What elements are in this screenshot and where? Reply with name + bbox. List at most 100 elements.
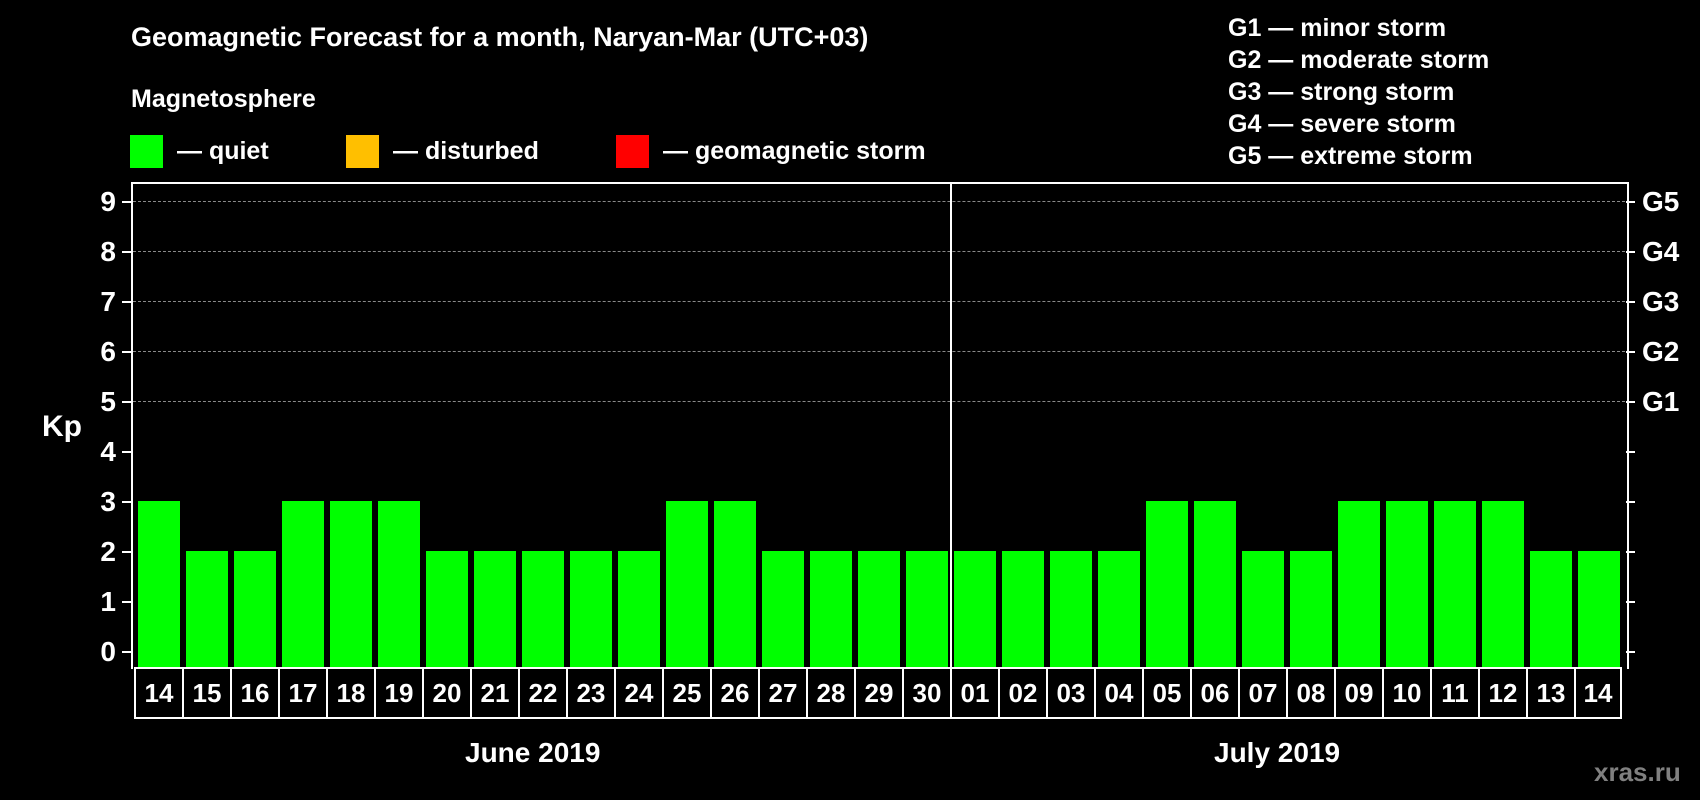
- gridline: [133, 251, 1625, 252]
- gridline: [133, 201, 1625, 202]
- kp-bar: [810, 551, 852, 667]
- date-cell: 14: [136, 669, 184, 717]
- g-level-label: G2: [1642, 336, 1680, 367]
- legend-heading: Magnetosphere: [131, 85, 316, 113]
- legend-quiet-label: — quiet: [177, 137, 269, 165]
- g-level-label: G3: [1642, 286, 1680, 317]
- kp-bar: [426, 551, 468, 667]
- y-tick-label: 8: [100, 236, 116, 267]
- y-tick: [122, 501, 132, 503]
- y-tick-label: 1: [100, 586, 116, 617]
- date-cell: 08: [1288, 669, 1336, 717]
- kp-bar: [234, 551, 276, 667]
- date-cell: 04: [1096, 669, 1144, 717]
- kp-bar: [1002, 551, 1044, 667]
- date-cell: 01: [952, 669, 1000, 717]
- date-cell: 03: [1048, 669, 1096, 717]
- date-cell: 28: [808, 669, 856, 717]
- kp-bar: [1050, 551, 1092, 667]
- kp-bar: [1434, 501, 1476, 667]
- right-tick: [1626, 251, 1635, 253]
- date-cell: 29: [856, 669, 904, 717]
- g3-legend: G3 — strong storm: [1228, 78, 1455, 106]
- date-cell: 12: [1480, 669, 1528, 717]
- kp-bar: [762, 551, 804, 667]
- kp-bar: [1482, 501, 1524, 667]
- y-tick-label: 6: [100, 336, 116, 367]
- right-tick: [1626, 451, 1635, 453]
- date-cell: 10: [1384, 669, 1432, 717]
- quiet-swatch-icon: [130, 135, 163, 168]
- y-tick: [122, 351, 132, 353]
- g5-legend: G5 — extreme storm: [1228, 142, 1473, 170]
- gridline: [133, 301, 1625, 302]
- legend-disturbed: — disturbed: [346, 135, 539, 168]
- kp-bar: [954, 551, 996, 667]
- date-cell: 13: [1528, 669, 1576, 717]
- kp-bar: [1242, 551, 1284, 667]
- y-tick-label: 7: [100, 286, 116, 317]
- y-tick-label: 9: [100, 186, 116, 217]
- plot-frame: [131, 182, 1629, 669]
- y-tick: [122, 601, 132, 603]
- y-tick: [122, 551, 132, 553]
- right-tick: [1626, 601, 1635, 603]
- date-cell: 23: [568, 669, 616, 717]
- right-tick: [1626, 401, 1635, 403]
- g1-legend: G1 — minor storm: [1228, 14, 1447, 42]
- date-cell: 18: [328, 669, 376, 717]
- date-cell: 07: [1240, 669, 1288, 717]
- y-tick: [122, 651, 132, 653]
- disturbed-swatch-icon: [346, 135, 379, 168]
- legend-disturbed-label: — disturbed: [393, 137, 539, 165]
- kp-bar: [858, 551, 900, 667]
- date-cell: 05: [1144, 669, 1192, 717]
- kp-bar: [522, 551, 564, 667]
- legend-quiet: — quiet: [130, 135, 269, 168]
- date-cell: 06: [1192, 669, 1240, 717]
- gridline: [133, 401, 1625, 402]
- kp-bar: [282, 501, 324, 667]
- y-tick: [122, 201, 132, 203]
- y-axis-label: Kp: [42, 410, 82, 443]
- y-tick: [122, 251, 132, 253]
- legend-storm: — geomagnetic storm: [616, 135, 926, 168]
- date-cell: 21: [472, 669, 520, 717]
- kp-bar: [666, 501, 708, 667]
- y-tick-label: 0: [100, 636, 116, 667]
- y-tick-label: 4: [100, 436, 116, 467]
- kp-bar: [714, 501, 756, 667]
- gridline: [133, 351, 1625, 352]
- kp-bar: [618, 551, 660, 667]
- date-cell: 24: [616, 669, 664, 717]
- chart-title: Geomagnetic Forecast for a month, Naryan…: [131, 22, 869, 52]
- kp-bar: [186, 551, 228, 667]
- watermark: xras.ru: [1594, 757, 1681, 787]
- right-tick: [1626, 301, 1635, 303]
- date-cell: 25: [664, 669, 712, 717]
- g-level-label: G1: [1642, 386, 1680, 417]
- legend-storm-label: — geomagnetic storm: [663, 137, 926, 165]
- y-tick-label: 2: [100, 536, 116, 567]
- right-tick: [1626, 351, 1635, 353]
- kp-bar: [1290, 551, 1332, 667]
- g4-legend: G4 — severe storm: [1228, 110, 1456, 138]
- date-cell: 30: [904, 669, 952, 717]
- kp-bar: [474, 551, 516, 667]
- month-divider: [950, 183, 952, 669]
- kp-bar: [1386, 501, 1428, 667]
- date-cell: 20: [424, 669, 472, 717]
- date-cell: 02: [1000, 669, 1048, 717]
- g-level-label: G5: [1642, 186, 1680, 217]
- kp-bar: [906, 551, 948, 667]
- date-cell: 22: [520, 669, 568, 717]
- g2-legend: G2 — moderate storm: [1228, 46, 1490, 74]
- date-cell: 16: [232, 669, 280, 717]
- kp-bar: [1098, 551, 1140, 667]
- y-tick: [122, 301, 132, 303]
- storm-swatch-icon: [616, 135, 649, 168]
- kp-bar: [1338, 501, 1380, 667]
- y-tick: [122, 401, 132, 403]
- date-axis: 14 15 16 17 18 19 20 21 22 23 24 25 26 27 28 29 30 01 02 03…: [134, 667, 1622, 719]
- y-tick: [122, 451, 132, 453]
